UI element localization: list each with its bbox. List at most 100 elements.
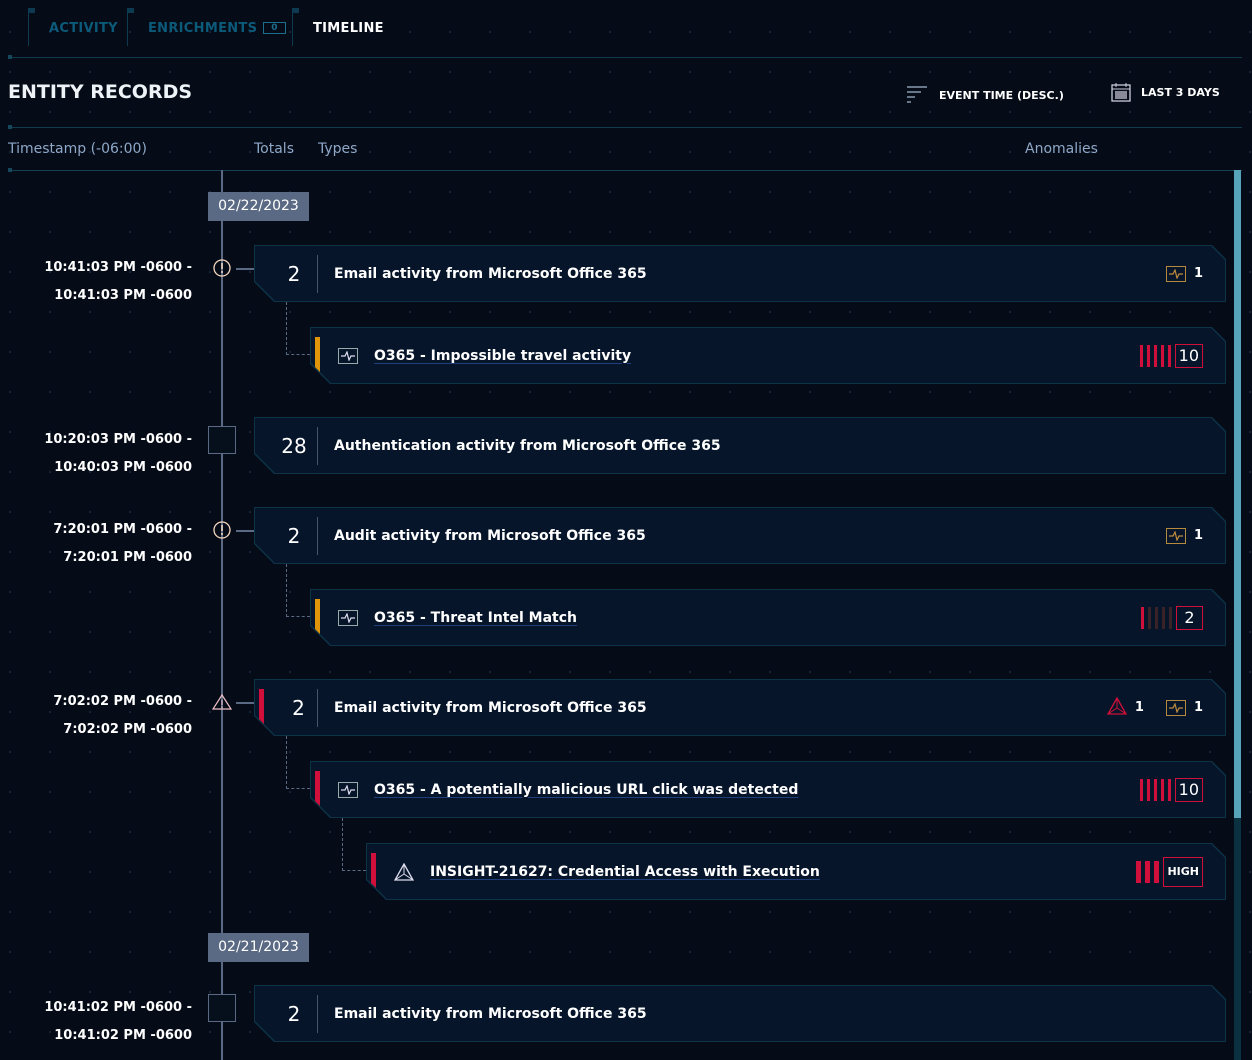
- timestamp-end: 10:41:02 PM -0600: [54, 1028, 192, 1043]
- marker-connector: [236, 530, 254, 532]
- risk-score: 10: [1175, 778, 1203, 802]
- timestamp-start: 7:02:02 PM -0600 -: [53, 694, 192, 709]
- event-group-card[interactable]: 2 Email activity from Microsoft Office 36…: [254, 985, 1226, 1042]
- severity-bar: [1154, 779, 1157, 801]
- insight-card[interactable]: INSIGHT-21627: Credential Access with Ex…: [366, 843, 1226, 900]
- alert-card[interactable]: O365 - A potentially malicious URL click…: [310, 761, 1226, 818]
- event-type: Email activity from Microsoft Office 365: [334, 265, 647, 282]
- event-total: 28: [281, 433, 307, 458]
- event-type: Audit activity from Microsoft Office 365: [334, 527, 646, 544]
- scrollbar-thumb[interactable]: [1234, 170, 1241, 818]
- insight-count[interactable]: 1: [1107, 697, 1144, 719]
- severity-bar: [1148, 607, 1151, 629]
- insight-icon: [1107, 697, 1127, 719]
- severity-flag: [315, 337, 320, 375]
- tab-timeline[interactable]: TIMELINE: [292, 8, 412, 46]
- event-type: Email activity from Microsoft Office 365: [334, 699, 647, 716]
- severity-flag: [259, 689, 264, 727]
- date-range-button[interactable]: LAST 3 DAYS: [1111, 82, 1220, 102]
- col-timestamp[interactable]: Timestamp (-06:00): [8, 141, 147, 157]
- alert-card[interactable]: O365 - Threat Intel Match 2: [310, 589, 1226, 646]
- tab-enrichments[interactable]: ENRICHMENTS 0: [127, 8, 292, 46]
- tab-activity[interactable]: ACTIVITY: [28, 8, 126, 46]
- event-total: 2: [287, 523, 301, 548]
- tab-label: TIMELINE: [313, 21, 384, 36]
- pulse-icon: [1166, 700, 1186, 716]
- marker-connector: [236, 268, 254, 270]
- tree-connector: [286, 302, 310, 355]
- scrollbar[interactable]: [1234, 170, 1241, 1060]
- divider: [317, 517, 318, 555]
- divider: [8, 55, 1242, 59]
- severity-bars: [1141, 607, 1172, 629]
- anomaly-count-value: 1: [1193, 700, 1203, 715]
- anomaly-count-value: 1: [1193, 528, 1203, 543]
- event-group-card[interactable]: 2 Email activity from Microsoft Office 36…: [254, 245, 1226, 302]
- alert-title[interactable]: INSIGHT-21627: Credential Access with Ex…: [430, 863, 820, 880]
- warning-marker[interactable]: [208, 516, 236, 544]
- severity-bar: [1169, 607, 1172, 629]
- severity-flag: [371, 853, 376, 891]
- timestamp-start: 7:20:01 PM -0600 -: [53, 522, 192, 537]
- col-anomalies[interactable]: Anomalies: [1025, 141, 1098, 157]
- timestamp-start: 10:20:03 PM -0600 -: [44, 432, 192, 447]
- event-marker[interactable]: [208, 426, 236, 454]
- risk-score: 10: [1175, 344, 1203, 368]
- col-types[interactable]: Types: [318, 141, 358, 157]
- alert-circle-icon: [213, 259, 231, 277]
- page-title: ENTITY RECORDS: [8, 81, 193, 103]
- range-label: LAST 3 DAYS: [1141, 85, 1220, 99]
- tab-label: ENRICHMENTS: [148, 21, 258, 36]
- alert-title[interactable]: O365 - Impossible travel activity: [374, 347, 632, 364]
- event-total: 2: [292, 695, 305, 720]
- event-type: Email activity from Microsoft Office 365: [334, 1005, 647, 1022]
- event-marker[interactable]: [208, 994, 236, 1022]
- anomaly-count[interactable]: 1: [1166, 700, 1203, 716]
- severity-flag: [315, 599, 320, 637]
- alert-circle-icon: [213, 521, 231, 539]
- event-group-card[interactable]: 28 Authentication activity from Microsoft…: [254, 417, 1226, 474]
- severity-bar: [1140, 345, 1143, 367]
- severity-bar: [1162, 607, 1165, 629]
- anomaly-count[interactable]: 1: [1166, 528, 1203, 544]
- severity-bar: [1168, 779, 1171, 801]
- marker-connector: [236, 702, 254, 704]
- alert-card[interactable]: O365 - Impossible travel activity 10: [310, 327, 1226, 384]
- pulse-icon: [338, 610, 358, 626]
- event-type: Authentication activity from Microsoft O…: [334, 437, 721, 454]
- severity-bar: [1140, 779, 1143, 801]
- severity-bar: [1168, 345, 1171, 367]
- tab-label: ACTIVITY: [49, 21, 118, 36]
- severity-bars: [1136, 861, 1159, 883]
- divider: [8, 168, 1242, 172]
- severity-flag: [315, 771, 320, 809]
- tree-connector: [286, 736, 310, 789]
- severity-bar: [1154, 345, 1157, 367]
- alert-title[interactable]: O365 - Threat Intel Match: [374, 609, 577, 626]
- pulse-icon: [338, 782, 358, 798]
- pulse-icon: [1166, 528, 1186, 544]
- timestamp-end: 10:41:03 PM -0600: [54, 288, 192, 303]
- timestamp-start: 10:41:02 PM -0600 -: [44, 1000, 192, 1015]
- severity-bar: [1141, 607, 1144, 629]
- divider: [317, 689, 318, 727]
- divider: [8, 125, 1242, 129]
- alert-title[interactable]: O365 - A potentially malicious URL click…: [374, 781, 799, 798]
- pulse-icon: [1166, 266, 1186, 282]
- insight-count-value: 1: [1134, 700, 1144, 715]
- event-group-card[interactable]: 2 Audit activity from Microsoft Office 36…: [254, 507, 1226, 564]
- timestamp-start: 10:41:03 PM -0600 -: [44, 260, 192, 275]
- sort-button[interactable]: EVENT TIME (DESC.): [907, 86, 1064, 104]
- severity-bar: [1161, 345, 1164, 367]
- insight-icon: [394, 864, 414, 880]
- event-total: 2: [287, 1001, 301, 1026]
- critical-marker[interactable]: [208, 688, 236, 716]
- anomaly-count[interactable]: 1: [1166, 266, 1203, 282]
- date-badge: 02/22/2023: [208, 192, 309, 221]
- warning-marker[interactable]: [208, 254, 236, 282]
- event-group-card[interactable]: 2 Email activity from Microsoft Office 36…: [254, 679, 1226, 736]
- calendar-icon: [1111, 83, 1131, 102]
- enrichments-count-badge: 0: [263, 22, 286, 34]
- col-totals[interactable]: Totals: [254, 141, 294, 157]
- timestamp-end: 7:20:01 PM -0600: [63, 550, 192, 565]
